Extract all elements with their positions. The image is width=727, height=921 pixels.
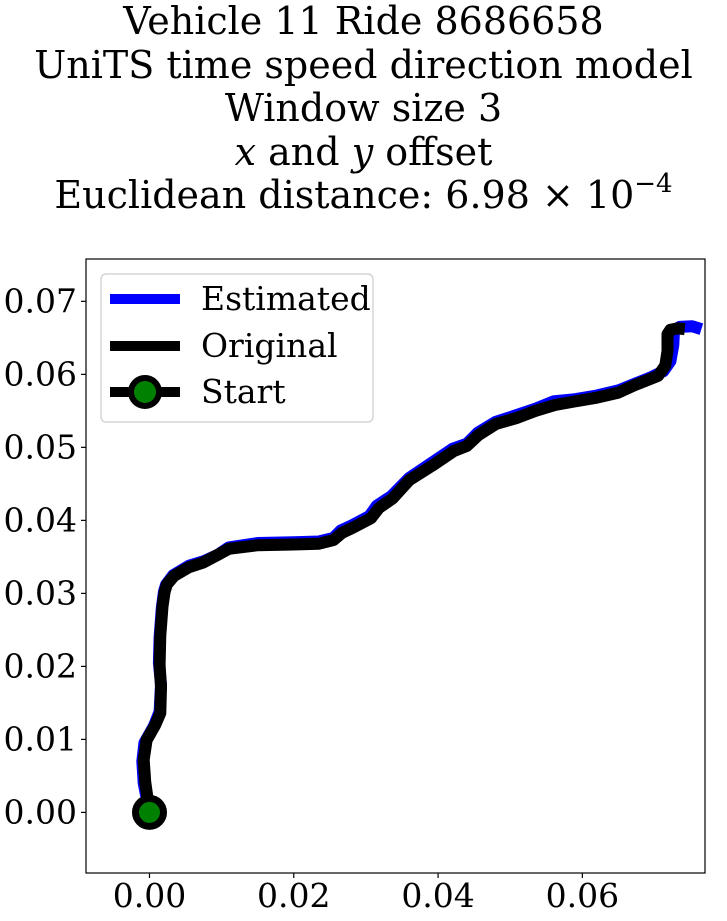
x-tick-label: 0.04: [401, 876, 474, 915]
title-line-model: UniTS time speed direction model: [34, 42, 693, 87]
distance-times: × 10: [529, 173, 635, 217]
legend-original-label: Original: [201, 326, 338, 365]
title-line-vehicle: Vehicle 11 Ride 8686658: [123, 0, 604, 43]
y-tick-label: 0.07: [4, 281, 77, 320]
y-tick-label: 0.04: [4, 500, 77, 539]
title-line-distance: Euclidean distance: 6.98 × 10−4: [0, 171, 727, 218]
legend-box: [100, 273, 374, 423]
x-tick-label: 0.06: [546, 876, 619, 915]
y-axis: 0.00 0.01 0.02 0.03 0.04 0.05 0.06 0.07: [4, 281, 86, 831]
y-tick-label: 0.03: [4, 573, 77, 612]
x-tick-label: 0.02: [257, 876, 330, 915]
title-x-symbol: x: [234, 129, 257, 174]
series-line-original: [137, 322, 686, 814]
title-line-window: Window size 3: [224, 86, 503, 130]
x-tick-label: 0.00: [113, 876, 186, 915]
y-tick-label: 0.01: [4, 719, 77, 758]
legend-start-label: Start: [201, 372, 286, 411]
distance-mantissa: 6.98: [445, 173, 530, 217]
y-tick-label: 0.05: [4, 427, 77, 466]
series-layer: [131, 320, 704, 830]
title-and-text: and: [256, 129, 352, 174]
chart-title: Vehicle 11 Ride 8686658 UniTS time speed…: [0, 0, 727, 218]
legend-estimated-label: Estimated: [201, 279, 371, 318]
legend-start-marker: [128, 375, 162, 409]
plot-frame: [85, 258, 706, 874]
title-y-symbol: y: [351, 129, 374, 174]
distance-prefix: Euclidean distance:: [54, 173, 446, 217]
start-marker: [131, 794, 167, 830]
title-line-offset: x and y offset: [0, 129, 727, 175]
y-tick-label: 0.00: [4, 792, 77, 831]
distance-exponent: −4: [634, 169, 673, 199]
x-axis: 0.00 0.02 0.04 0.06: [113, 873, 619, 915]
y-tick-label: 0.02: [4, 646, 77, 685]
y-tick-label: 0.06: [4, 354, 77, 393]
legend: Estimated Original Start: [100, 273, 374, 423]
title-offset-text: offset: [373, 129, 493, 174]
